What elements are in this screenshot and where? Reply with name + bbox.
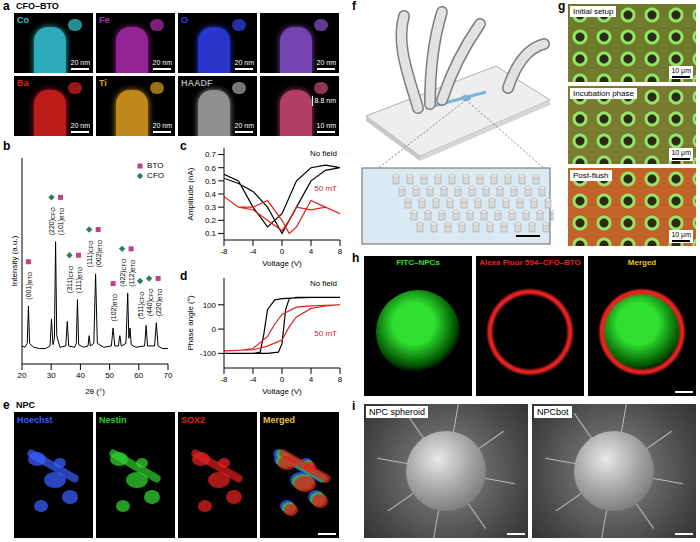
svg-text:(511)CFO: (511)CFO — [137, 291, 146, 319]
svg-text:Voltage (V): Voltage (V) — [262, 387, 302, 396]
html-text:20 nm: 20 nm — [152, 59, 172, 66]
html-text:FITC–NPCs: FITC–NPCs — [396, 258, 440, 267]
html-text:h: h — [352, 251, 360, 265]
html-text:10 μm: 10 μm — [671, 231, 691, 238]
html-text:20 nm: 20 nm — [234, 122, 254, 129]
html-text:d: d — [180, 269, 188, 283]
html-text:Incubation phase: Incubation phase — [573, 89, 634, 98]
html-text:BTO: BTO — [147, 161, 164, 170]
html-text:10 μm: 10 μm — [671, 149, 691, 156]
svg-text:(002)BTO: (002)BTO — [95, 239, 104, 267]
html-text:Merged: Merged — [627, 258, 657, 267]
html-text:Co: Co — [17, 15, 29, 25]
html-text:8.8 nm: 8.8 nm — [314, 97, 336, 104]
svg-text:30: 30 — [47, 371, 56, 380]
html-text:i: i — [352, 399, 356, 413]
html-text:No field: No field — [309, 279, 337, 288]
svg-text:20: 20 — [18, 371, 27, 380]
svg-text:0: 0 — [280, 247, 285, 256]
html-text:b: b — [3, 139, 11, 153]
html-text:c: c — [180, 139, 187, 153]
svg-text:Intensity (a.u.): Intensity (a.u.) — [10, 235, 19, 286]
html-text:CFO–BTO: CFO–BTO — [16, 1, 59, 11]
svg-text:0.4: 0.4 — [205, 190, 217, 199]
html-text:20 nm: 20 nm — [70, 59, 90, 66]
html-text:20 nm: 20 nm — [234, 59, 254, 66]
html-text:Ti: Ti — [99, 78, 107, 88]
html-text:50 mT: 50 mT — [314, 328, 337, 338]
html-text:f: f — [352, 0, 356, 13]
svg-text:50: 50 — [105, 371, 114, 380]
html-text:Post-flush: Post-flush — [573, 171, 609, 180]
html-text:Hoechst: Hoechst — [17, 415, 53, 425]
svg-text:60: 60 — [134, 371, 143, 380]
html-text:e: e — [3, 398, 10, 412]
svg-text:Voltage (V): Voltage (V) — [262, 259, 302, 268]
svg-text:Amplitude (nA): Amplitude (nA) — [186, 167, 195, 220]
html-text:CFO: CFO — [147, 171, 164, 180]
html-text:Merged: Merged — [263, 415, 295, 425]
svg-text:(111)CFO: (111)CFO — [86, 240, 95, 268]
svg-text:40: 40 — [76, 371, 85, 380]
svg-text:(112)BTO: (112)BTO — [128, 259, 136, 287]
svg-text:-8: -8 — [220, 375, 228, 384]
html-text:Fe: Fe — [99, 15, 110, 25]
svg-text:Phase angle (°): Phase angle (°) — [186, 295, 195, 351]
svg-text:70: 70 — [164, 371, 173, 380]
svg-text:0.7: 0.7 — [205, 150, 217, 159]
html-text:20 nm: 20 nm — [70, 122, 90, 129]
html-text:Nestin: Nestin — [99, 415, 127, 425]
svg-text:(102)BTO: (102)BTO — [110, 293, 119, 321]
html-text:O: O — [181, 15, 188, 25]
svg-text:-4: -4 — [249, 375, 257, 384]
svg-text:0.6: 0.6 — [205, 164, 217, 173]
svg-text:4: 4 — [309, 247, 314, 256]
svg-text:(311)CFO: (311)CFO — [66, 265, 75, 293]
svg-text:8: 8 — [338, 247, 343, 256]
svg-text:-8: -8 — [220, 247, 228, 256]
svg-text:(220)BTO: (220)BTO — [155, 288, 164, 316]
svg-text:8: 8 — [338, 375, 343, 384]
html-text:Alexa Fluor 594–CFO–BTO: Alexa Fluor 594–CFO–BTO — [479, 258, 581, 267]
html-text:No field: No field — [309, 149, 337, 158]
html-text:Initial setup: Initial setup — [573, 7, 614, 16]
html-text:NPC: NPC — [16, 400, 35, 410]
svg-text:0.5: 0.5 — [205, 177, 217, 186]
svg-text:0.1: 0.1 — [205, 229, 217, 238]
svg-text:(422)CFO: (422)CFO — [119, 258, 128, 287]
html-text:g: g — [558, 0, 566, 13]
html-text:HAADF: HAADF — [181, 78, 213, 88]
svg-text:-100: -100 — [200, 349, 217, 358]
svg-text:0.2: 0.2 — [205, 216, 217, 225]
svg-text:100: 100 — [203, 301, 217, 310]
svg-text:(001)BTO: (001)BTO — [25, 271, 34, 299]
svg-text:4: 4 — [309, 375, 314, 384]
html-text:50 mT: 50 mT — [314, 184, 337, 193]
svg-text:0.3: 0.3 — [205, 203, 217, 212]
svg-text:(111)BTO: (111)BTO — [75, 266, 84, 293]
html-text:SOX2: SOX2 — [181, 415, 205, 425]
html-text:10 μm: 10 μm — [671, 67, 691, 74]
html-text:Ba: Ba — [17, 78, 29, 88]
svg-text:0: 0 — [280, 375, 285, 384]
html-text:NPCbot: NPCbot — [537, 407, 569, 417]
svg-text:(101)BTO: (101)BTO — [57, 207, 66, 235]
html-text:20 nm: 20 nm — [152, 122, 172, 129]
svg-text:0: 0 — [212, 325, 217, 334]
html-text:a: a — [3, 0, 10, 13]
svg-text:(440)CFO: (440)CFO — [146, 288, 155, 317]
html-text:20 nm: 20 nm — [316, 59, 336, 66]
html-text:NPC spheroid: NPC spheroid — [369, 407, 425, 417]
html-text:10 nm: 10 nm — [316, 122, 336, 129]
svg-text:2θ (°): 2θ (°) — [85, 387, 105, 396]
svg-text:(220)CFO: (220)CFO — [48, 207, 57, 236]
svg-text:-4: -4 — [249, 247, 257, 256]
